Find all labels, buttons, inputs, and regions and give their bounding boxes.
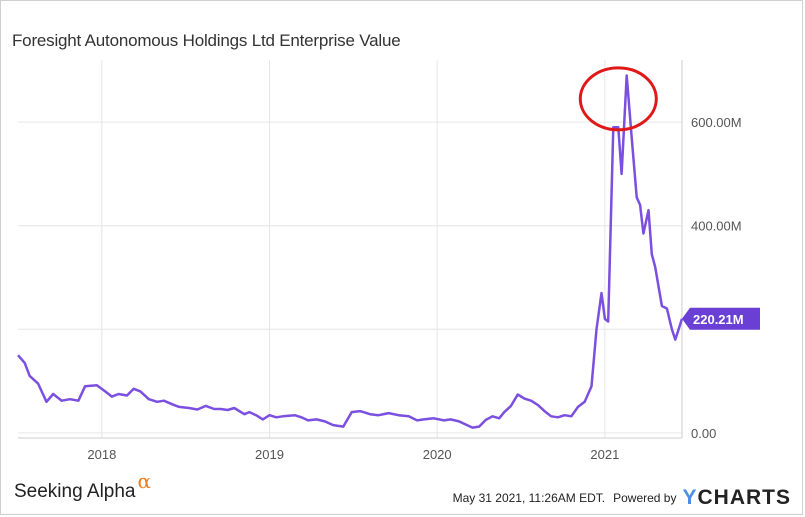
annotation-circle xyxy=(578,66,658,132)
y-tick-label: 600.00M xyxy=(691,115,742,130)
timestamp: May 31 2021, 11:26AM EDT. xyxy=(452,491,606,505)
x-tick-label: 2018 xyxy=(87,447,116,462)
x-tick-label: 2020 xyxy=(423,447,452,462)
x-tick-label: 2019 xyxy=(255,447,284,462)
y-tick-label: 400.00M xyxy=(691,219,742,234)
badge-shape xyxy=(682,307,760,330)
y-tick-label: 0.00 xyxy=(691,426,716,441)
alpha-icon: α xyxy=(137,469,152,493)
chart-title: Foresight Autonomous Holdings Ltd Enterp… xyxy=(12,31,401,50)
last-value-label: 220.21M xyxy=(693,312,744,327)
grid-lines xyxy=(18,60,683,439)
series-line xyxy=(17,74,684,429)
x-tick-labels: 2018 2019 2020 2021 xyxy=(87,447,619,462)
ycharts-y: Y xyxy=(682,486,698,509)
last-value-badge: 220.21M xyxy=(682,307,760,330)
seeking-alpha-logo: Seeking Alpha α xyxy=(14,469,151,503)
y-tick-labels: 0.00 400.00M 600.00M xyxy=(691,115,742,441)
logo-text: Seeking Alpha xyxy=(14,481,136,502)
ycharts-logo[interactable]: YCHARTS xyxy=(682,486,791,510)
powered-by-text: Powered by xyxy=(613,491,677,505)
ycharts-text: CHARTS xyxy=(697,486,791,509)
footer-attribution: May 31 2021, 11:26AM EDT. Powered by YCH… xyxy=(452,484,791,510)
x-tick-label: 2021 xyxy=(590,447,619,462)
